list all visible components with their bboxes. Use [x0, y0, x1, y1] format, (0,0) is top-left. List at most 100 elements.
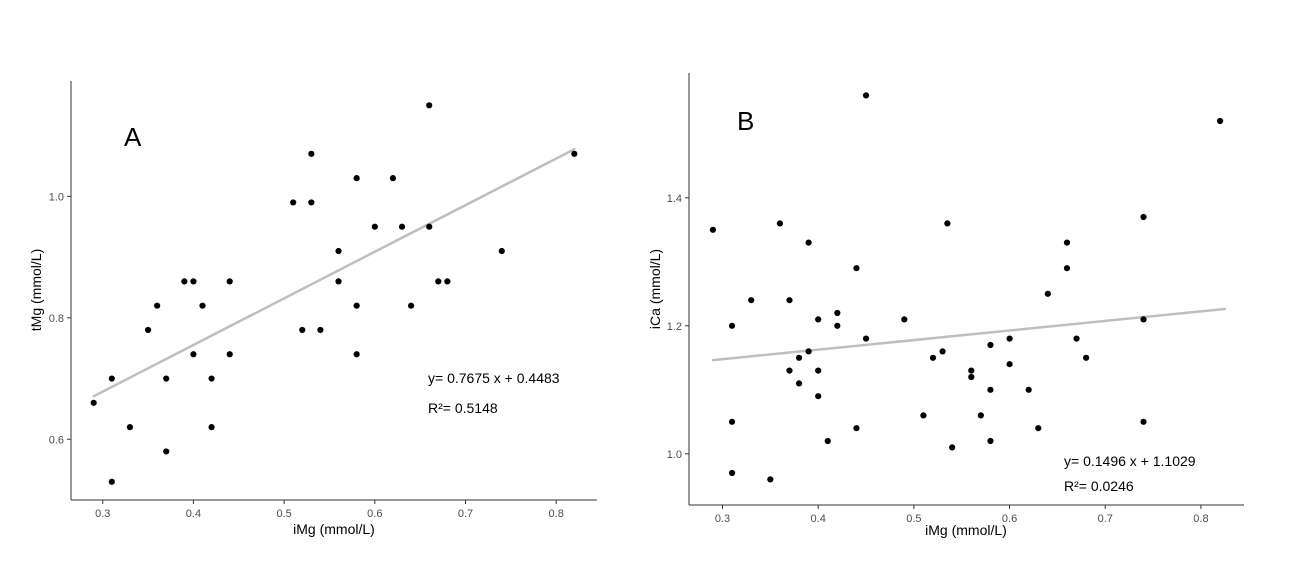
- panel-b-data-point: [920, 412, 927, 419]
- panel-a-data-point: [335, 247, 342, 255]
- panel-a-x-title: iMg (mmol/L): [293, 521, 375, 537]
- panel-b-data-point: [748, 297, 755, 304]
- panel-b-data-point: [944, 220, 951, 227]
- panel-a-data-point: [290, 199, 297, 206]
- panel-a-data-point: [308, 199, 315, 206]
- panel-b-y-title: iCa (mmol/L): [647, 249, 663, 329]
- panel-b-equation: y= 0.1496 x + 1.1029: [1064, 453, 1196, 469]
- panel-b-data-point: [834, 309, 841, 317]
- panel-b-data-point: [987, 341, 994, 349]
- panel-a-data-point: [398, 223, 406, 230]
- panel-b: 0.3 0.4 0.5 0.6 0.7 0.8 1.0 1.2 1.4 B y= 0.1496 …: [647, 73, 1244, 538]
- panel-b-data-point: [862, 92, 870, 99]
- panel-b-y-tick-label: 1.0: [667, 449, 682, 461]
- panel-b-data-point: [1140, 213, 1147, 221]
- panel-a-data-point: [163, 448, 170, 455]
- panel-b-data-point: [795, 354, 803, 361]
- panel-a-y-title: tMg (mmol/L): [28, 249, 44, 331]
- panel-b-data-point: [901, 316, 908, 323]
- panel-b-data-point: [1006, 335, 1013, 342]
- panel-b-data-point: [815, 393, 822, 400]
- panel-a-x-tick-label: 0.8: [549, 508, 564, 520]
- panel-a-data-point: [208, 375, 215, 382]
- panel-a-data-point: [426, 102, 433, 109]
- panel-b-trendline: [711, 307, 1227, 362]
- panel-b-data-point: [728, 469, 736, 477]
- panel-b-data-point: [968, 373, 975, 381]
- panel-a-data-point: [407, 302, 415, 309]
- panel-b-x-tick-label: 0.3: [715, 513, 730, 525]
- panel-b-data-point: [767, 476, 774, 483]
- panel-a-y-tick-label: 0.6: [49, 434, 64, 446]
- panel-b-data-point: [834, 322, 841, 329]
- panel-a-data-point: [317, 326, 324, 334]
- panel-a-x-tick-label: 0.5: [276, 508, 291, 520]
- panel-a-data-point: [108, 375, 115, 382]
- panel-a-marks: [90, 102, 578, 485]
- panel-b-data-point: [786, 297, 793, 304]
- panel-a-data-point: [226, 351, 233, 358]
- panel-b-marks: [709, 92, 1227, 483]
- panel-b-data-point: [824, 437, 831, 445]
- panel-a-x-tick-label: 0.4: [186, 508, 201, 520]
- panel-a-data-point: [371, 223, 378, 230]
- panel-b-data-point: [815, 316, 822, 323]
- panel-a-data-point: [154, 302, 161, 309]
- panel-a-data-point: [426, 223, 433, 230]
- panel-a-data-point: [144, 326, 152, 334]
- panel-b-data-point: [929, 354, 937, 361]
- panel-a-y-tick-label: 0.8: [49, 313, 64, 325]
- panel-a-r2: R²= 0.5148: [428, 400, 498, 416]
- panel-b-data-point: [1035, 425, 1042, 432]
- panel-a-data-point: [353, 175, 360, 182]
- panel-b-data-point: [968, 367, 975, 374]
- panel-b-data-point: [1063, 265, 1071, 272]
- panel-b-data-point: [805, 239, 812, 246]
- panel-b-data-point: [987, 386, 994, 393]
- panel-a-data-point: [90, 399, 97, 406]
- panel-a-data-point: [190, 351, 197, 358]
- panel-b-data-point: [786, 367, 793, 374]
- panel-a-data-point: [108, 478, 115, 485]
- panel-a-data-point: [571, 150, 578, 157]
- panel-a-data-point: [299, 326, 306, 334]
- panel-b-data-point: [795, 380, 803, 387]
- panel-b-data-point: [853, 425, 860, 432]
- panel-b-label: B: [737, 106, 754, 136]
- panel-a-data-point: [353, 351, 360, 358]
- panel-b-x-tick-label: 0.5: [906, 513, 921, 525]
- panel-a-label: A: [124, 122, 142, 152]
- panel-b-x-tick-label: 0.4: [811, 513, 826, 525]
- panel-b-data-point: [1006, 361, 1013, 368]
- panel-a-data-point: [199, 302, 206, 309]
- panel-b-data-point: [949, 444, 956, 451]
- panel-b-data-point: [805, 348, 812, 355]
- panel-a-data-point: [444, 278, 451, 285]
- panel-b-data-point: [776, 220, 784, 227]
- panel-b-data-point: [939, 348, 946, 355]
- panel-a-data-point: [389, 175, 397, 182]
- panel-b-data-point: [728, 418, 736, 425]
- panel-b-data-point: [728, 322, 736, 329]
- panel-b-data-point: [853, 265, 860, 272]
- panel-a-data-point: [435, 278, 442, 285]
- panel-a-data-point: [498, 247, 505, 255]
- panel-a-data-point: [163, 375, 170, 382]
- panel-b-data-point: [1073, 335, 1080, 342]
- panel-a-trendline: [92, 147, 576, 398]
- panel-b-data-point: [815, 367, 822, 374]
- panel-b-data-point: [1216, 117, 1224, 125]
- panel-b-y-tick-label: 1.4: [667, 193, 682, 205]
- panel-a-data-point: [190, 278, 197, 285]
- panel-a-x-tick-label: 0.3: [95, 508, 110, 520]
- panel-b-data-point: [1025, 386, 1032, 393]
- panel-a-equation: y= 0.7675 x + 0.4483: [428, 370, 560, 386]
- panel-a-data-point: [126, 424, 134, 431]
- panel-b-x-title: iMg (mmol/L): [925, 522, 1007, 538]
- panel-b-x-tick-label: 0.7: [1098, 513, 1113, 525]
- panel-a-data-point: [226, 278, 233, 285]
- panel-a-data-point: [335, 278, 342, 285]
- panel-a-x-tick-label: 0.6: [367, 508, 382, 520]
- panel-a-data-point: [308, 150, 315, 157]
